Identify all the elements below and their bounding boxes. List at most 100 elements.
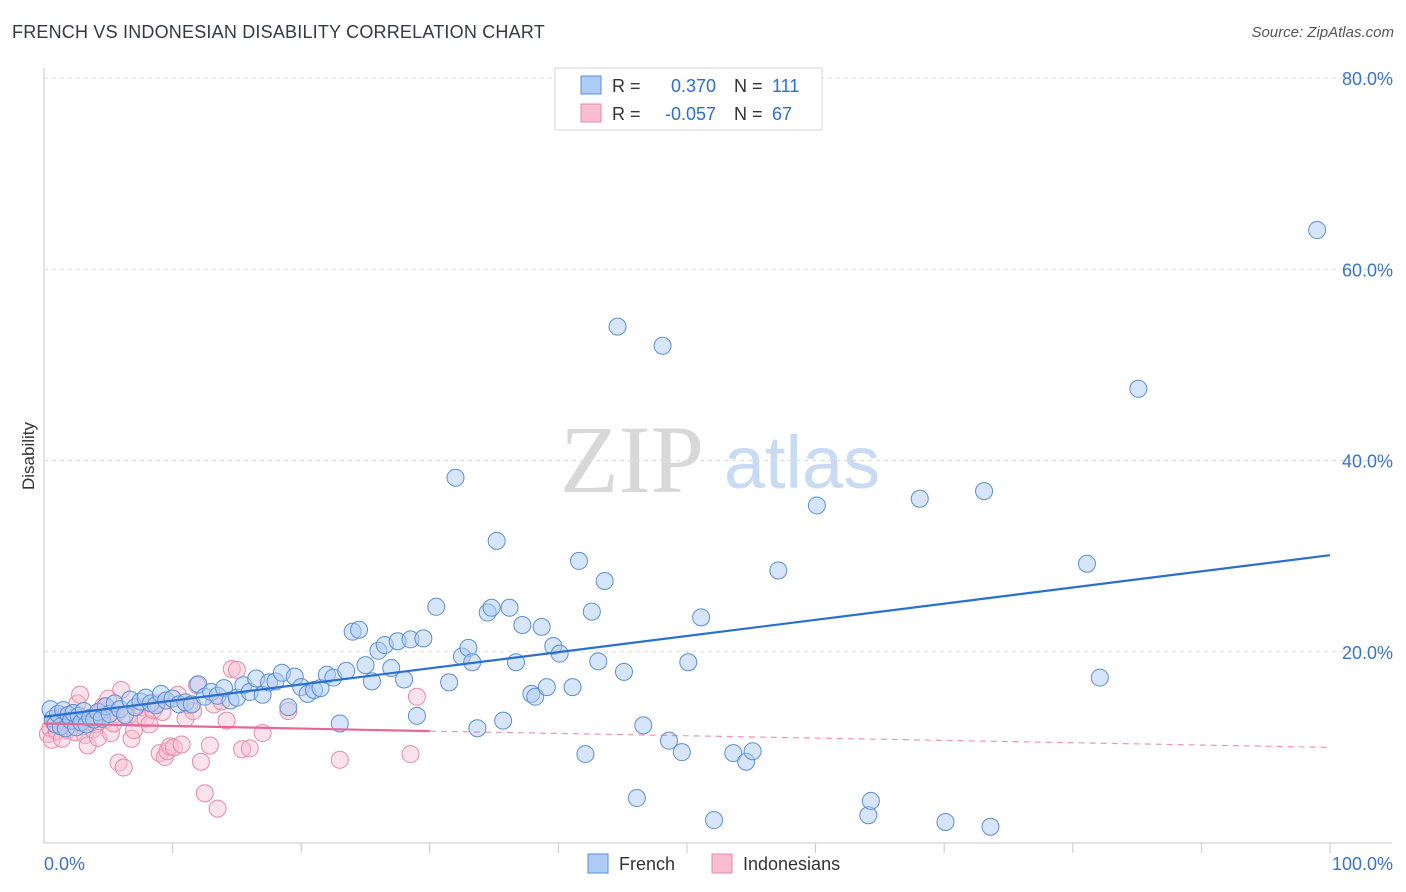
- indonesians-swatch: [580, 103, 602, 123]
- french-point: [482, 598, 501, 617]
- french-point: [910, 489, 929, 508]
- french-point: [468, 719, 487, 738]
- french-point: [659, 731, 678, 750]
- indonesians-trend-line: [43, 722, 430, 733]
- trend-lines: [43, 554, 1331, 748]
- french-point: [614, 662, 633, 681]
- french-point: [627, 789, 646, 808]
- source-credit: Source: ZipAtlas.com: [1251, 24, 1394, 41]
- french-point: [440, 673, 459, 692]
- french-point: [679, 653, 698, 672]
- watermark-zip: ZIP: [560, 406, 704, 513]
- french-point: [532, 617, 551, 636]
- french-point: [500, 598, 519, 617]
- indonesians-point: [233, 740, 252, 759]
- indonesians-point: [71, 685, 90, 704]
- french-point: [724, 744, 743, 763]
- french-point: [537, 678, 556, 697]
- french-point: [337, 661, 356, 680]
- indonesians-point: [114, 758, 133, 777]
- french-n-label: N =: [734, 76, 763, 96]
- indonesians-trend-extension: [429, 730, 1331, 748]
- y-tick-label: 60.0%: [1342, 260, 1393, 280]
- x-ticks: [172, 843, 1331, 853]
- indonesians-point: [109, 753, 128, 772]
- indonesians-r-value: -0.057: [665, 104, 716, 124]
- indonesians-point: [227, 660, 246, 679]
- y-tick-label: 40.0%: [1342, 452, 1393, 472]
- french-n-value: 111: [772, 76, 799, 96]
- gridlines: [44, 77, 1392, 653]
- french-point: [407, 706, 426, 725]
- indonesians-point: [401, 745, 420, 764]
- legend-french-label: French: [619, 854, 675, 874]
- french-point: [582, 602, 601, 621]
- indonesians-n-label: N =: [734, 104, 763, 124]
- french-point: [692, 608, 711, 627]
- french-point: [513, 615, 532, 634]
- french-point: [350, 620, 369, 639]
- french-point: [634, 716, 653, 735]
- french-r-value: 0.370: [671, 76, 716, 96]
- french-point: [487, 531, 506, 550]
- legend-indonesians-swatch: [711, 853, 733, 874]
- french-point: [356, 656, 375, 675]
- french-point: [569, 551, 588, 570]
- legend-french-swatch: [587, 853, 609, 874]
- french-point: [526, 687, 545, 706]
- french-point: [330, 714, 349, 733]
- indonesians-point: [78, 736, 97, 755]
- indonesians-point: [200, 736, 219, 755]
- french-point: [981, 817, 1000, 836]
- stats-legend: R = 0.370 N = 111 R = -0.057 N = 67: [554, 67, 823, 131]
- indonesians-r-label: R =: [612, 104, 641, 124]
- french-points: [41, 221, 1327, 836]
- watermark-atlas: atlas: [724, 421, 880, 504]
- french-r-label: R =: [612, 76, 641, 96]
- indonesians-point: [208, 799, 227, 818]
- french-point: [1077, 554, 1096, 573]
- indonesians-point: [217, 711, 236, 730]
- french-point: [807, 496, 826, 515]
- french-point: [563, 678, 582, 697]
- y-tick-label: 80.0%: [1342, 69, 1393, 89]
- french-point: [975, 482, 994, 501]
- french-swatch: [580, 75, 602, 95]
- french-point: [494, 711, 513, 730]
- french-point: [672, 743, 691, 762]
- french-trend-line: [43, 554, 1331, 718]
- x-tick-label-min: 0.0%: [44, 854, 85, 874]
- indonesians-n-value: 67: [772, 104, 792, 124]
- french-point: [769, 561, 788, 580]
- legend-indonesians-label: Indonesians: [743, 854, 840, 874]
- y-tick-label: 20.0%: [1342, 643, 1393, 663]
- indonesians-point: [407, 687, 426, 706]
- french-point: [608, 317, 627, 336]
- french-point: [861, 791, 880, 810]
- french-point: [1129, 379, 1148, 398]
- y-axis-label: Disability: [19, 421, 38, 490]
- french-point: [743, 742, 762, 761]
- french-point: [653, 336, 672, 355]
- french-point: [595, 571, 614, 590]
- indonesians-point: [222, 659, 241, 678]
- french-point: [936, 812, 955, 831]
- y-tick-labels: 20.0% 40.0% 60.0% 80.0%: [1342, 69, 1393, 663]
- indonesians-point: [330, 750, 349, 769]
- indonesians-point: [172, 735, 191, 754]
- french-point: [414, 629, 433, 648]
- chart-title: FRENCH VS INDONESIAN DISABILITY CORRELAT…: [12, 22, 545, 42]
- french-point: [395, 670, 414, 689]
- series-legend: French Indonesians: [587, 853, 840, 874]
- french-point: [1090, 668, 1109, 687]
- french-point: [589, 652, 608, 671]
- x-tick-label-max: 100.0%: [1332, 854, 1393, 874]
- french-point: [1308, 221, 1327, 240]
- french-point: [427, 597, 446, 616]
- french-point: [705, 811, 724, 830]
- french-point: [279, 698, 298, 717]
- indonesians-point: [191, 752, 210, 771]
- french-point: [576, 745, 595, 764]
- french-point: [446, 468, 465, 487]
